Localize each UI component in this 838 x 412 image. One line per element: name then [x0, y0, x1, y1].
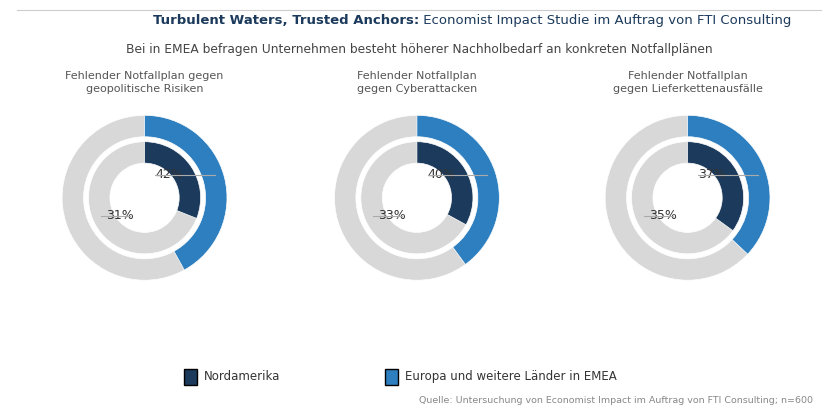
Text: gegen Lieferkettenausfälle: gegen Lieferkettenausfälle: [613, 84, 763, 94]
Text: 31%: 31%: [106, 209, 134, 222]
Wedge shape: [416, 142, 473, 225]
Wedge shape: [632, 142, 743, 254]
Text: 37%: 37%: [698, 168, 727, 181]
Wedge shape: [62, 115, 227, 280]
Text: Bei in EMEA befragen Unternehmen besteht höherer Nachholbedarf an konkreten Notf: Bei in EMEA befragen Unternehmen besteht…: [126, 43, 712, 56]
Wedge shape: [688, 142, 743, 231]
Text: Fehlender Notfallplan: Fehlender Notfallplan: [357, 71, 477, 81]
Text: Fehlender Notfallplan: Fehlender Notfallplan: [628, 71, 747, 81]
Text: geopolitische Risiken: geopolitische Risiken: [85, 84, 204, 94]
Text: gegen Cyberattacken: gegen Cyberattacken: [357, 84, 477, 94]
Text: Economist Impact Studie im Auftrag von FTI Consulting: Economist Impact Studie im Auftrag von F…: [419, 14, 791, 28]
Text: 42%: 42%: [155, 168, 183, 181]
Wedge shape: [688, 115, 770, 254]
Wedge shape: [605, 115, 770, 280]
Text: 35%: 35%: [649, 209, 677, 222]
Wedge shape: [89, 142, 200, 254]
Wedge shape: [144, 142, 200, 218]
Text: 33%: 33%: [379, 209, 406, 222]
Text: 40%: 40%: [427, 168, 456, 181]
Wedge shape: [334, 115, 499, 280]
Text: Quelle: Untersuchung von Economist Impact im Auftrag von FTI Consulting; n=600: Quelle: Untersuchung von Economist Impac…: [419, 396, 813, 405]
Wedge shape: [144, 115, 227, 270]
Text: Europa und weitere Länder in EMEA: Europa und weitere Länder in EMEA: [405, 370, 617, 384]
Text: Fehlender Notfallplan gegen: Fehlender Notfallplan gegen: [65, 71, 224, 81]
Wedge shape: [361, 142, 473, 254]
Text: Nordamerika: Nordamerika: [204, 370, 281, 384]
Wedge shape: [416, 115, 499, 265]
Text: Turbulent Waters, Trusted Anchors:: Turbulent Waters, Trusted Anchors:: [153, 14, 419, 28]
